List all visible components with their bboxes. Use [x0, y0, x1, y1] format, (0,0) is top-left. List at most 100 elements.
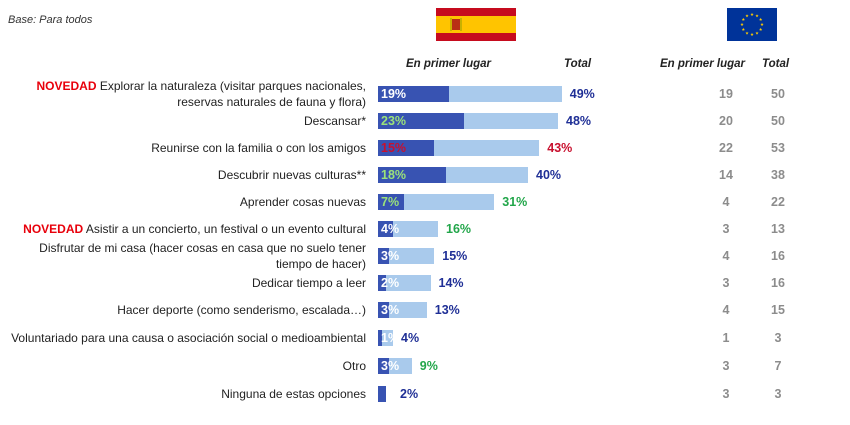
- eu-total-value: 22: [771, 195, 785, 209]
- eu-total-value: 7: [774, 359, 782, 373]
- first-place-value-label: 2%: [381, 276, 400, 290]
- eu-total-value: 38: [771, 168, 785, 182]
- header-eu-total: Total: [762, 58, 790, 70]
- category-label: Dedicar tiempo a leer: [252, 275, 366, 291]
- eu-star-icon: [750, 12, 754, 16]
- eu-star-icon: [745, 31, 749, 35]
- total-value-label: 4%: [401, 331, 420, 345]
- total-value-label: 16%: [446, 222, 472, 236]
- total-value-label: 31%: [502, 195, 528, 209]
- first-place-value-label: 3%: [381, 249, 400, 263]
- eu-first-value: 19: [719, 87, 733, 101]
- novedad-tag: NOVEDAD: [23, 222, 84, 236]
- category-label: Ninguna de estas opciones: [221, 386, 366, 402]
- eu-first-value: 20: [719, 114, 733, 128]
- first-place-value-label: 19%: [381, 87, 407, 101]
- category-label-line: Descansar*: [304, 113, 366, 129]
- total-value-label: 48%: [566, 114, 592, 128]
- eu-first-value: 3: [722, 222, 730, 236]
- header-eu-first: En primer lugar: [660, 58, 745, 70]
- category-label: Voluntariado para una causa o asociación…: [11, 330, 366, 346]
- category-label-line: Aprender cosas nuevas: [240, 194, 366, 210]
- category-label-line: Reunirse con la familia o con los amigos: [151, 140, 366, 156]
- first-place-value-label: 7%: [381, 195, 400, 209]
- category-label-line: Disfrutar de mi casa (hacer cosas en cas…: [39, 240, 366, 256]
- total-value-label: 2%: [400, 387, 419, 401]
- category-label-line: NOVEDAD Asistir a un concierto, un festi…: [23, 221, 366, 237]
- category-label-line: Dedicar tiempo a leer: [252, 275, 366, 291]
- category-text: Voluntariado para una causa o asociación…: [11, 331, 366, 345]
- total-bar: [378, 302, 427, 318]
- eu-total-value: 50: [771, 87, 785, 101]
- category-label-line: Otro: [343, 358, 366, 374]
- first-place-value-label: 3%: [381, 359, 400, 373]
- category-label-line: Ninguna de estas opciones: [221, 386, 366, 402]
- total-value-label: 13%: [434, 303, 460, 317]
- eu-star-icon: [741, 17, 745, 21]
- eu-first-value: 22: [719, 141, 733, 155]
- category-label: Reunirse con la familia o con los amigos: [151, 140, 366, 156]
- eu-first-value: 14: [719, 168, 733, 182]
- total-bar: [378, 221, 438, 237]
- category-text: Disfrutar de mi casa (hacer cosas en cas…: [39, 241, 366, 255]
- category-label: Hacer deporte (como senderismo, escalada…: [117, 302, 366, 318]
- eu-star-icon: [755, 14, 759, 18]
- category-text: Otro: [342, 359, 366, 373]
- total-value-label: 40%: [536, 168, 562, 182]
- category-label: NOVEDAD Explorar la naturaleza (visitar …: [37, 78, 367, 110]
- first-place-bar: [378, 221, 393, 237]
- category-label-line: NOVEDAD Explorar la naturaleza (visitar …: [37, 78, 367, 94]
- category-label-line: Hacer deporte (como senderismo, escalada…: [117, 302, 366, 318]
- first-place-value-label: 3%: [381, 303, 400, 317]
- category-text: Aprender cosas nuevas: [239, 195, 366, 209]
- eu-flag-icon: [727, 8, 777, 41]
- first-place-value-label: 15%: [381, 141, 407, 155]
- total-value-label: 15%: [442, 249, 468, 263]
- category-text: Descubrir nuevas culturas**: [217, 168, 366, 182]
- first-place-value-label: 18%: [381, 168, 407, 182]
- category-text: Descansar*: [303, 114, 366, 128]
- category-label-line: reservas naturales de fauna y flora): [177, 95, 366, 109]
- category-label: NOVEDAD Asistir a un concierto, un festi…: [23, 221, 366, 237]
- eu-first-value: 3: [722, 359, 730, 373]
- category-label-line: Voluntariado para una causa o asociación…: [11, 330, 366, 346]
- eu-total-value: 16: [771, 276, 785, 290]
- category-label: Descubrir nuevas culturas**: [218, 167, 366, 183]
- category-label: Disfrutar de mi casa (hacer cosas en cas…: [39, 240, 366, 272]
- first-place-value-label: 1%: [381, 331, 400, 345]
- eu-star-icon: [750, 32, 754, 36]
- first-place-bar: [378, 386, 386, 402]
- eu-total-value: 13: [771, 222, 785, 236]
- eu-total-value: 50: [771, 114, 785, 128]
- category-label: Descansar*: [304, 113, 366, 129]
- total-value-label: 14%: [438, 276, 464, 290]
- total-bar: [378, 275, 431, 291]
- category-label-line: Descubrir nuevas culturas**: [218, 167, 366, 183]
- novedad-tag: NOVEDAD: [36, 79, 97, 93]
- first-place-bar: [378, 86, 450, 102]
- eu-first-value: 3: [722, 276, 730, 290]
- eu-first-value: 3: [722, 387, 730, 401]
- eu-total-value: 3: [774, 387, 782, 401]
- first-place-bar: [378, 167, 446, 183]
- eu-star-icon: [755, 31, 759, 35]
- total-value-label: 43%: [547, 141, 573, 155]
- category-text: Explorar la naturaleza (visitar parques …: [99, 79, 366, 93]
- eu-star-icon: [759, 17, 763, 21]
- first-place-bar: [378, 248, 390, 264]
- first-place-bar: [378, 275, 386, 291]
- eu-total-value: 15: [771, 303, 785, 317]
- category-text: Hacer deporte (como senderismo, escalada…: [117, 303, 366, 317]
- eu-star-icon: [740, 22, 744, 26]
- header-es-total: Total: [564, 58, 592, 70]
- first-place-bar: [378, 113, 465, 129]
- category-text: Reunirse con la familia o con los amigos: [151, 141, 366, 155]
- spain-flag-icon: [436, 8, 516, 41]
- eu-first-value: 4: [722, 303, 730, 317]
- total-bar: [378, 330, 393, 346]
- first-place-bar: [378, 330, 382, 346]
- eu-total-value: 53: [771, 141, 785, 155]
- eu-first-value: 4: [722, 195, 730, 209]
- category-label-line: tiempo de hacer): [275, 257, 366, 271]
- eu-star-icon: [741, 27, 745, 31]
